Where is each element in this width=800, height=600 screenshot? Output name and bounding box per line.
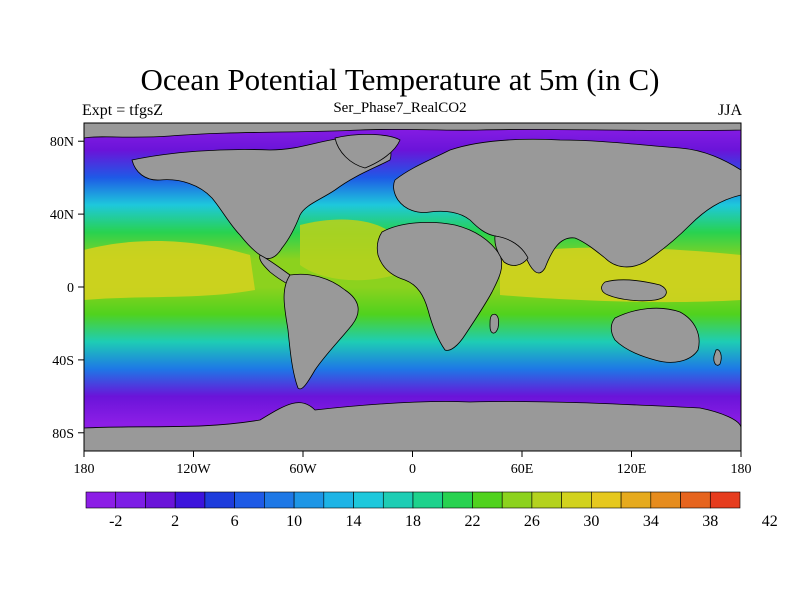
colorbar <box>85 491 741 509</box>
lon-tick-label: 60E <box>511 462 534 477</box>
colorbar-label: 6 <box>231 513 239 530</box>
lat-tick-label: 0 <box>67 281 74 296</box>
land-eurasia <box>393 138 741 274</box>
colorbar-swatch <box>709 491 741 509</box>
colorbar-label: 34 <box>643 513 659 530</box>
colorbar-label: 14 <box>346 513 362 530</box>
warm-pool-indopacific <box>500 247 741 303</box>
land-madagascar <box>489 313 500 334</box>
colorbar-swatch <box>293 491 325 509</box>
lon-tick-label: 0 <box>409 462 416 477</box>
colorbar-swatch <box>204 491 235 509</box>
colorbar-swatch <box>472 491 503 509</box>
colorbar-swatch <box>264 491 295 509</box>
land-greenland <box>334 133 401 169</box>
colorbar-swatch <box>591 491 622 509</box>
colorbar-label: 22 <box>464 513 480 530</box>
colorbar-swatch <box>620 491 652 509</box>
lon-tick-label: 180 <box>731 462 752 477</box>
land-africa <box>376 221 503 351</box>
colorbar-swatch <box>501 491 533 509</box>
warm-pool-pacific <box>84 240 255 300</box>
colorbar-label: 26 <box>524 513 540 530</box>
land-new-zealand <box>713 349 722 366</box>
colorbar-label: 2 <box>171 513 179 530</box>
latitude-axis: 80N 40N 0 40S 80S <box>50 135 84 442</box>
land-arctic-rim <box>84 123 741 139</box>
lon-tick-label: 120E <box>617 462 647 477</box>
colorbar-label: 30 <box>583 513 599 530</box>
colorbar-swatch <box>382 491 414 509</box>
land-maritime-continent <box>601 279 667 302</box>
colorbar-labels: -2 2 6 10 14 18 22 26 30 34 38 42 <box>109 513 778 530</box>
run-name-label: Ser_Phase7_RealCO2 <box>333 100 467 116</box>
lat-tick-label: 40N <box>50 208 74 223</box>
land-antarctica <box>84 401 741 451</box>
plot-title: Ocean Potential Temperature at 5m (in C) <box>140 62 660 97</box>
land-north-america <box>131 137 392 259</box>
lon-tick-label: 60W <box>289 462 317 477</box>
colorbar-swatch <box>353 491 384 509</box>
longitude-axis: 180 120W 60W 0 60E 120E 180 <box>74 451 752 477</box>
colorbar-label: -2 <box>109 513 122 530</box>
colorbar-swatch <box>85 491 117 509</box>
colorbar-swatch <box>531 491 562 509</box>
colorbar-swatch <box>234 491 265 509</box>
map-area <box>84 123 741 451</box>
lon-tick-label: 120W <box>176 462 211 477</box>
colorbar-swatch <box>561 491 592 509</box>
lat-tick-label: 40S <box>52 354 74 369</box>
colorbar-label: 10 <box>286 513 302 530</box>
colorbar-swatch <box>323 491 354 509</box>
colorbar-label: 42 <box>762 513 778 530</box>
colorbar-swatch <box>680 491 711 509</box>
colorbar-swatch <box>115 491 146 509</box>
lat-tick-label: 80S <box>52 427 74 442</box>
land-masses <box>84 123 741 451</box>
colorbar-swatch <box>412 491 444 509</box>
colorbar-swatch <box>174 491 206 509</box>
colorbar-swatch <box>145 491 176 509</box>
experiment-label: Expt = tfgsZ <box>82 102 164 119</box>
colorbar-swatch <box>650 491 681 509</box>
season-label: JJA <box>717 102 742 119</box>
land-arabia <box>494 235 529 266</box>
land-australia <box>610 307 700 363</box>
lon-tick-label: 180 <box>74 462 95 477</box>
warm-pool-atlantic <box>300 219 400 281</box>
colorbar-label: 18 <box>405 513 421 530</box>
colorbar-label: 38 <box>702 513 718 530</box>
lat-tick-label: 80N <box>50 135 74 150</box>
colorbar-swatch <box>442 491 473 509</box>
land-south-america <box>283 273 359 390</box>
